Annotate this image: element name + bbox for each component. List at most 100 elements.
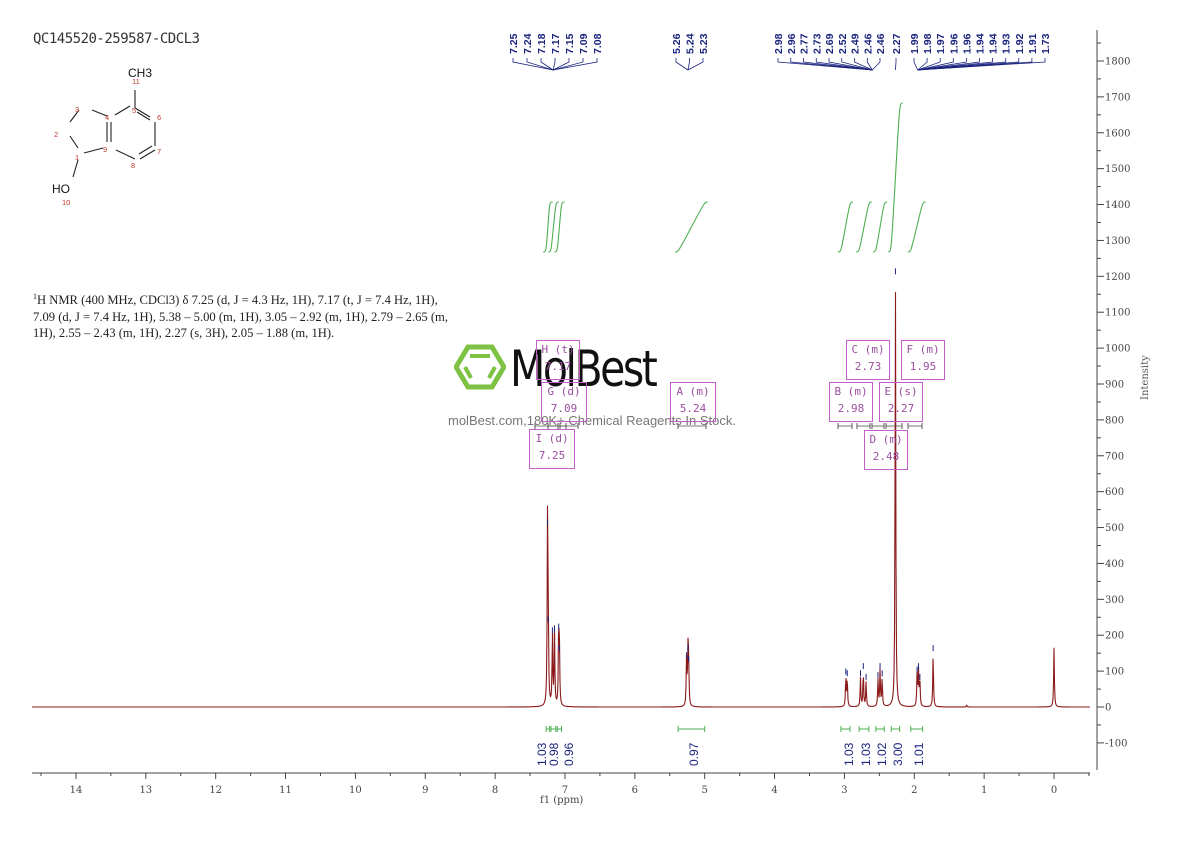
atom-label-8: 8 — [131, 161, 135, 170]
multiplet-box-E: E (s) 2.27 — [879, 382, 923, 422]
x-axis-tick-label: 10 — [349, 785, 362, 796]
x-axis-tick-label: 0 — [1051, 785, 1057, 796]
peak-label: 1.91 — [1027, 33, 1039, 54]
x-axis-label: f1 (ppm) — [540, 795, 584, 806]
spectrum-trace — [32, 292, 1090, 708]
integral-value: 0.98 — [547, 742, 561, 766]
multiplet-D-shift: 2.48 — [872, 450, 900, 463]
peak-label: 2.52 — [837, 33, 849, 54]
atom-label-9: 9 — [103, 145, 107, 154]
atom-label-2: 2 — [54, 130, 58, 139]
peak-label-leader — [854, 58, 873, 71]
peak-label: 5.24 — [685, 33, 697, 54]
molbest-watermark-logo: MolBest — [452, 340, 752, 400]
atom-label-10: 10 — [62, 198, 70, 207]
integral-curve — [675, 201, 708, 253]
peak-label-leader — [803, 58, 873, 71]
molbest-tagline: molBest.com,180K+ Chemical Reagents In S… — [448, 413, 736, 428]
peak-label: 1.96 — [961, 33, 973, 54]
peak-label: 2.77 — [799, 33, 811, 54]
peak-label-leader — [917, 58, 954, 71]
x-axis-tick-label: 5 — [702, 785, 708, 796]
multiplet-box-A: A (m) 5.24 — [670, 382, 716, 422]
peak-label-leader — [540, 58, 554, 71]
peak-label-leader — [777, 58, 873, 71]
peak-label-leader — [687, 58, 704, 71]
peak-label-leader — [552, 58, 570, 71]
peak-label-leader — [917, 58, 928, 71]
y-axis-tick-label: 1000 — [1105, 344, 1130, 355]
multiplet-C-shift: 2.73 — [854, 360, 882, 373]
integral-value: 1.03 — [535, 742, 549, 766]
y-axis-tick-label: 1700 — [1105, 92, 1130, 103]
multiplet-E-type: E (s) — [884, 385, 918, 398]
peak-label: 1.94 — [975, 33, 987, 54]
x-axis-tick-label: 13 — [139, 785, 152, 796]
y-axis-tick-label: 1100 — [1105, 308, 1130, 319]
peak-label-leader — [841, 58, 873, 71]
integral-curve — [547, 201, 559, 253]
peak-label: 5.26 — [671, 33, 683, 54]
x-axis-tick-label: 12 — [209, 785, 222, 796]
peak-label-leader — [790, 58, 873, 71]
multiplet-G-shift: 7.09 — [550, 402, 578, 415]
hydroxyl-group-label: HO — [52, 182, 70, 196]
peak-label-leader — [895, 58, 897, 71]
multiplet-G-type: G (d) — [547, 385, 581, 398]
x-axis-tick-label: 4 — [771, 785, 777, 796]
y-axis-tick-label: 1800 — [1105, 56, 1130, 67]
atom-label-11: 11 — [132, 77, 140, 86]
y-axis-tick-label: 1400 — [1105, 200, 1130, 211]
multiplet-box-G: G (d) 7.09 — [541, 382, 587, 422]
atom-label-5: 5 — [132, 106, 136, 115]
peak-label: 1.97 — [935, 33, 947, 54]
y-axis-tick-label: 500 — [1105, 523, 1124, 534]
peak-label-leader — [553, 58, 584, 71]
y-axis-label: Intensity — [1140, 355, 1151, 400]
x-axis-tick-label: 2 — [911, 785, 917, 796]
peak-label-leader — [553, 58, 598, 71]
x-axis-tick-label: 3 — [841, 785, 847, 796]
integral-value: 1.03 — [859, 742, 873, 766]
peak-label: 2.98 — [773, 33, 785, 54]
peak-label: 2.73 — [811, 33, 823, 54]
multiplet-box-B: B (m) 2.98 — [829, 382, 873, 422]
peak-label: 5.23 — [698, 33, 710, 54]
multiplet-A-type: A (m) — [676, 385, 710, 398]
integral-curve — [907, 201, 926, 253]
peak-label-leader — [815, 58, 873, 71]
peak-label: 2.96 — [786, 33, 798, 54]
y-axis-tick-label: -100 — [1105, 738, 1127, 749]
peak-label: 2.27 — [891, 33, 903, 54]
multiplet-I-type: I (d) — [535, 432, 569, 445]
peak-label: 1.96 — [948, 33, 960, 54]
peak-label: 1.98 — [922, 33, 934, 54]
multiplet-B-shift: 2.98 — [837, 402, 865, 415]
y-axis-tick-label: 100 — [1105, 667, 1124, 678]
y-axis-tick-label: 600 — [1105, 487, 1124, 498]
y-axis-tick-label: 0 — [1105, 703, 1111, 714]
x-axis-tick-label: 7 — [562, 785, 568, 796]
peak-label-leader — [687, 58, 690, 71]
multiplet-H-shift: 7.17 — [544, 360, 572, 373]
peak-label: 7.17 — [550, 33, 562, 54]
multiplet-F-shift: 1.95 — [909, 360, 937, 373]
peak-label: 7.24 — [522, 33, 534, 54]
multiplet-I-shift: 7.25 — [538, 449, 566, 462]
peak-label: 7.08 — [592, 33, 604, 54]
peak-label-leader — [552, 58, 556, 71]
integral-value: 3.00 — [891, 742, 905, 766]
integral-curve — [872, 201, 888, 253]
peak-label: 2.49 — [850, 33, 862, 54]
atom-label-3: 3 — [75, 105, 79, 114]
integral-curve — [888, 102, 903, 253]
peak-label-leader — [913, 58, 919, 71]
peak-label-leader — [917, 58, 980, 71]
peak-label-leader — [512, 58, 554, 71]
x-axis-tick-label: 14 — [70, 785, 83, 796]
y-axis-tick-label: 1300 — [1105, 236, 1130, 247]
x-axis-tick-label: 1 — [981, 785, 987, 796]
peak-label-leader — [917, 58, 941, 71]
x-axis-tick-label: 11 — [279, 785, 292, 796]
